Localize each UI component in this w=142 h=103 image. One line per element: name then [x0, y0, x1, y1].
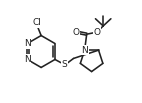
Text: O: O — [93, 28, 101, 37]
Text: O: O — [73, 28, 80, 37]
Text: N: N — [81, 46, 88, 55]
Text: Cl: Cl — [33, 18, 41, 27]
Text: N: N — [24, 55, 31, 64]
Text: N: N — [24, 39, 31, 48]
Text: S: S — [62, 60, 67, 69]
